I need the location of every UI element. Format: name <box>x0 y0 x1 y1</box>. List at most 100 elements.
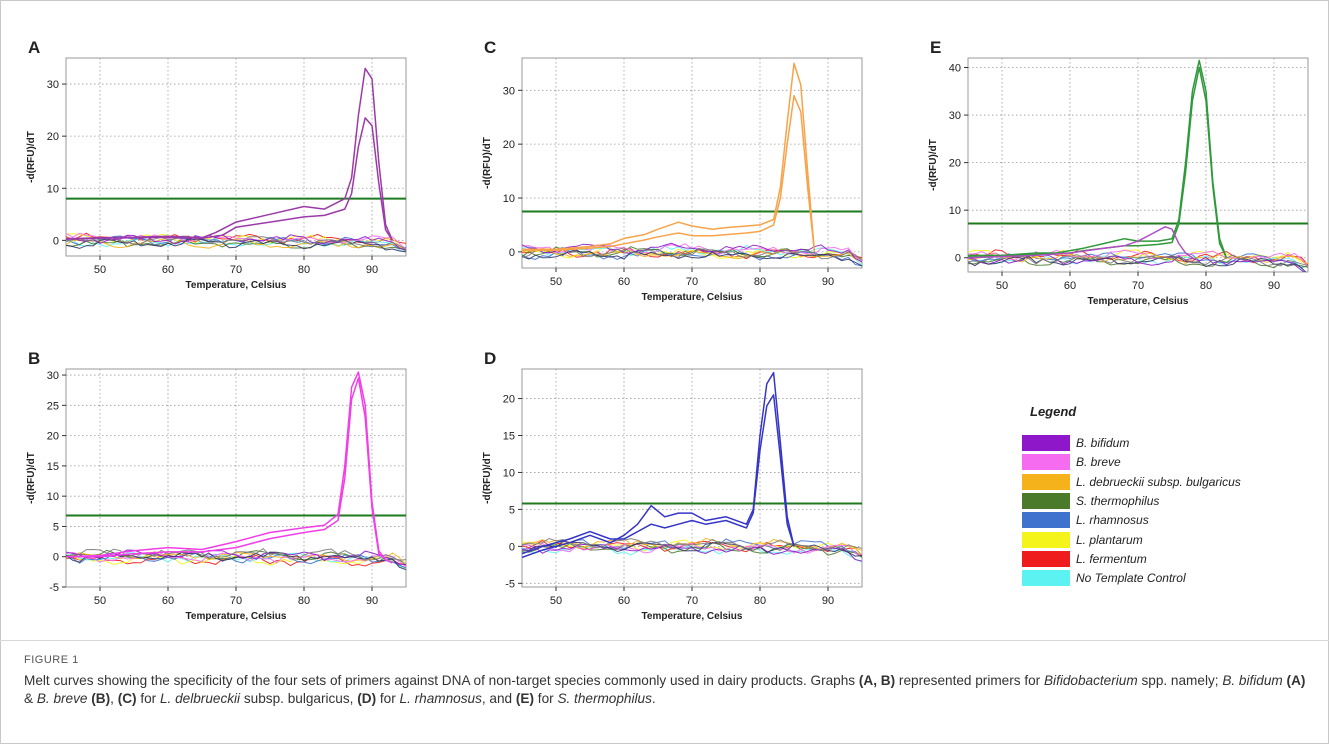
caption-segment: for <box>376 691 400 706</box>
legend-label: No Template Control <box>1076 571 1186 586</box>
x-tick-label: 60 <box>162 264 174 276</box>
y-tick-label: 0 <box>509 541 515 553</box>
caption-segment: & <box>24 691 37 706</box>
panel-b: 50 60 70 80 90 -5 0 5 10 15 20 25 30 Temperature, Cel… <box>22 349 412 631</box>
caption-segment: . <box>651 691 656 706</box>
x-axis-label: Temperature, Celsius <box>186 280 287 291</box>
noise-curve <box>522 543 862 562</box>
x-tick-label: 50 <box>996 280 1008 292</box>
y-tick-label: 30 <box>47 370 59 382</box>
x-tick-label: 70 <box>1132 280 1144 292</box>
x-tick-label: 60 <box>618 595 630 607</box>
x-tick-label: 80 <box>754 595 766 607</box>
x-axis-label: Temperature, Celsius <box>1088 296 1189 307</box>
chart-b: 50 60 70 80 90 -5 0 5 10 15 20 25 30 Temperature, Cel… <box>26 368 407 622</box>
legend-label: S. thermophilus <box>1076 493 1160 508</box>
x-axis-label: Temperature, Celsius <box>642 292 743 303</box>
panel-a: 50 60 70 80 90 0 10 20 30 Temperature, Celsius -d(… <box>22 38 412 300</box>
y-axis-label: -d(RFU)/dT <box>26 452 37 504</box>
caption-segment: (A) <box>1286 673 1306 688</box>
caption-segment: , <box>110 691 118 706</box>
caption-segment: (D) <box>357 691 377 706</box>
caption-segment: (A, B) <box>858 673 896 688</box>
legend-label: L. fermentum <box>1076 551 1147 566</box>
y-tick-label: -5 <box>49 582 59 594</box>
x-tick-label: 90 <box>822 276 834 288</box>
y-tick-label: 30 <box>949 110 961 122</box>
series-group <box>66 371 406 571</box>
legend-label: L. plantarum <box>1076 532 1143 547</box>
y-axis-label: -d(RFU)/dT <box>482 452 493 504</box>
legend-item: No Template Control <box>1022 570 1186 587</box>
panel-letter-c: C <box>484 38 497 57</box>
y-tick-label: 0 <box>53 552 59 564</box>
x-tick-label: 90 <box>366 264 378 276</box>
legend-title: Legend <box>1030 404 1077 419</box>
noise-curve <box>968 254 1305 272</box>
y-tick-label: 20 <box>503 394 515 406</box>
y-tick-label: 0 <box>955 253 961 265</box>
legend-swatch <box>1022 570 1070 587</box>
chart-d: 50 60 70 80 90 -5 0 5 10 15 20 Temperature, Celsius… <box>482 368 863 622</box>
y-tick-label: 30 <box>47 79 59 91</box>
plot-area <box>967 57 1309 273</box>
noise-curve <box>522 537 862 551</box>
caption-segment: represented primers for <box>895 673 1044 688</box>
x-tick-label: 90 <box>366 595 378 607</box>
x-tick-label: 70 <box>686 276 698 288</box>
caption-segment: L. delbrueckii <box>159 691 241 706</box>
melt-curve <box>66 117 394 241</box>
y-tick-label: 0 <box>53 235 59 247</box>
caption-segment: (B) <box>91 691 111 706</box>
caption-segment: , and <box>481 691 516 706</box>
melt-curve <box>66 377 393 564</box>
melt-curve <box>522 371 795 559</box>
x-tick-label: 60 <box>1064 280 1076 292</box>
figure-label: FIGURE 1 <box>24 654 79 666</box>
caption-segment: spp. namely; <box>1137 673 1223 688</box>
noise-curve <box>968 254 1308 267</box>
legend-label: L. rhamnosus <box>1076 513 1149 528</box>
legend-item: B. breve <box>1022 454 1121 471</box>
legend-item: L. fermentum <box>1022 550 1147 567</box>
melt-curve <box>968 59 1228 258</box>
y-tick-label: 5 <box>53 521 59 533</box>
panel-d: 50 60 70 80 90 -5 0 5 10 15 20 Temperature, Celsius… <box>478 349 868 631</box>
melt-curve <box>66 371 393 564</box>
y-tick-label: -5 <box>505 578 515 590</box>
noise-curve <box>968 249 1308 264</box>
y-tick-label: 20 <box>503 139 515 151</box>
legend-label: L. debrueckii subsp. bulgaricus <box>1076 474 1241 489</box>
caption-segment: (C) <box>117 691 137 706</box>
melt-curve <box>522 62 816 252</box>
caption-segment: L. rhamnosus <box>399 691 482 706</box>
noise-curve <box>66 238 406 251</box>
x-tick-label: 80 <box>754 276 766 288</box>
x-tick-label: 80 <box>1200 280 1212 292</box>
y-tick-label: 10 <box>47 183 59 195</box>
caption-separator <box>0 640 1329 641</box>
x-tick-label: 50 <box>94 264 106 276</box>
series-group <box>522 62 862 267</box>
y-tick-label: 15 <box>47 461 59 473</box>
y-tick-label: 5 <box>509 504 515 516</box>
legend-swatch <box>1022 492 1070 509</box>
noise-curve <box>66 551 406 571</box>
x-tick-label: 90 <box>822 595 834 607</box>
y-tick-label: 10 <box>503 193 515 205</box>
melt-curve <box>522 394 795 555</box>
legend-swatch <box>1022 454 1070 471</box>
x-tick-label: 70 <box>230 264 242 276</box>
chart-e: 50 60 70 80 90 0 10 20 30 40 Temperature, Celsius -… <box>928 57 1309 307</box>
panel-letter-e: E <box>930 38 942 57</box>
panel-c: 50 60 70 80 90 0 10 20 30 Temperature, Celsius -d(… <box>478 38 868 312</box>
legend-item: L. debrueckii subsp. bulgaricus <box>1022 473 1241 490</box>
y-tick-label: 0 <box>509 247 515 259</box>
caption-segment: B. bifidum <box>1222 673 1283 688</box>
x-tick-label: 80 <box>298 595 310 607</box>
series-group <box>522 371 862 563</box>
caption-segment: B. breve <box>36 691 88 706</box>
chart-a: 50 60 70 80 90 0 10 20 30 Temperature, Celsius -d(… <box>26 57 407 291</box>
noise-curve <box>522 247 862 261</box>
y-axis-label: -d(RFU)/dT <box>482 137 493 189</box>
